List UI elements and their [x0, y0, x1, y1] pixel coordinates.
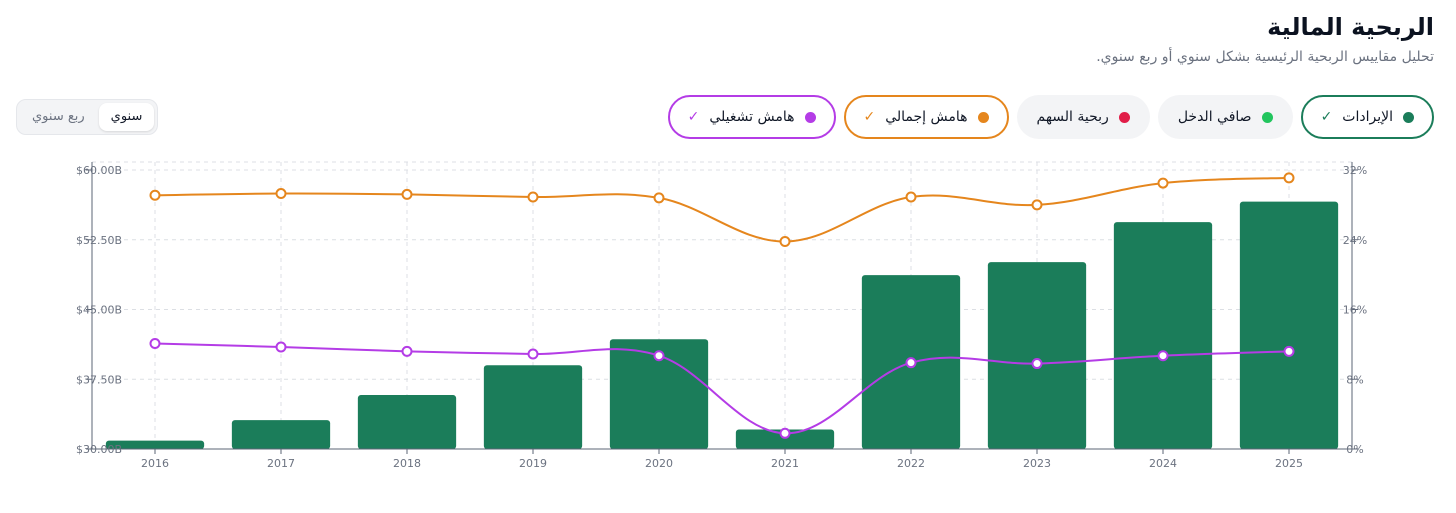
y-left-tick-label: $52.50B — [76, 234, 122, 247]
point-gross-margin-2017 — [275, 188, 287, 200]
legend-chip-operating-margin[interactable]: هامش تشغيلي ✓ — [667, 95, 836, 139]
header: الربحية المالية تحليل مقاييس الربحية الر… — [1096, 10, 1434, 68]
x-tick-label: 2021 — [771, 457, 799, 470]
bar-revenue-2017 — [231, 420, 331, 449]
x-tick-label: 2023 — [1023, 457, 1051, 470]
point-operating-margin-2024 — [1157, 350, 1169, 362]
y-left-tick-label: $45.00B — [76, 304, 122, 317]
period-toggle: سنوي ربع سنوي — [16, 99, 159, 135]
point-gross-margin-2022 — [905, 191, 917, 203]
legend-chip-label: ربحية السهم — [1036, 109, 1109, 125]
legend-dot-icon — [977, 111, 989, 123]
legend-dot-icon — [1403, 111, 1414, 123]
page-title: الربحية المالية — [1267, 13, 1434, 41]
point-operating-margin-2021 — [779, 427, 791, 439]
legend-chip-gross-margin[interactable]: هامش إجمالي ✓ — [843, 95, 1009, 139]
point-gross-margin-2025 — [1283, 172, 1295, 184]
page-subtitle: تحليل مقاييس الربحية الرئيسية بشكل سنوي … — [1096, 49, 1434, 65]
legend-chip-label: الإيرادات — [1342, 109, 1393, 125]
bar-revenue-2025 — [1239, 201, 1339, 449]
y-left-tick-label: $37.50B — [76, 373, 122, 386]
x-tick-label: 2022 — [897, 457, 925, 470]
point-operating-margin-2020 — [653, 350, 665, 362]
point-gross-margin-2024 — [1157, 177, 1169, 189]
x-tick-label: 2025 — [1275, 457, 1303, 470]
bar-revenue-2023 — [987, 262, 1087, 449]
check-icon: ✓ — [1320, 109, 1333, 125]
legend-chip-revenue[interactable]: الإيرادات ✓ — [1300, 95, 1434, 139]
point-operating-margin-2023 — [1031, 358, 1043, 370]
point-gross-margin-2018 — [401, 188, 413, 200]
y-right-tick-label: 16% — [1343, 304, 1367, 317]
legend-chip-net-income[interactable]: صافي الدخل — [1157, 95, 1293, 139]
x-tick-label: 2016 — [141, 457, 169, 470]
point-operating-margin-2016 — [149, 338, 161, 350]
y-right-tick-label: 8% — [1346, 373, 1363, 386]
y-right-tick-label: 0% — [1346, 443, 1363, 456]
point-gross-margin-2019 — [527, 191, 539, 203]
point-gross-margin-2016 — [149, 189, 161, 201]
y-left-tick-label: $30.00B — [76, 443, 122, 456]
bar-revenue-2024 — [1113, 222, 1213, 449]
legend-chip-label: هامش تشغيلي — [709, 109, 795, 125]
bar-revenue-2021 — [735, 429, 835, 449]
point-operating-margin-2019 — [527, 348, 539, 360]
toggle-annual-button[interactable]: سنوي — [98, 103, 155, 131]
point-operating-margin-2017 — [275, 341, 287, 353]
x-tick-label: 2018 — [393, 457, 421, 470]
bar-revenue-2018 — [357, 395, 457, 449]
bar-revenue-2019 — [483, 365, 583, 449]
x-tick-label: 2024 — [1149, 457, 1177, 470]
check-icon: ✓ — [863, 109, 876, 125]
y-left-tick-label: $60.00B — [76, 164, 122, 177]
point-operating-margin-2018 — [401, 345, 413, 357]
point-gross-margin-2021 — [779, 235, 791, 247]
bar-revenue-2016 — [105, 440, 205, 449]
series-legend: الإيرادات ✓ صافي الدخل ربحية السهم هامش إجما… — [667, 95, 1434, 139]
x-tick-label: 2019 — [519, 457, 547, 470]
point-operating-margin-2025 — [1283, 345, 1295, 357]
line-gross-margin — [154, 176, 1290, 243]
point-gross-margin-2020 — [653, 192, 665, 204]
check-icon: ✓ — [687, 109, 700, 125]
x-tick-label: 2017 — [267, 457, 295, 470]
y-right-tick-label: 24% — [1343, 234, 1367, 247]
legend-chip-label: هامش إجمالي — [885, 109, 968, 125]
legend-dot-icon — [1118, 111, 1130, 123]
bar-revenue-2020 — [609, 339, 709, 449]
legend-chip-eps[interactable]: ربحية السهم — [1016, 95, 1150, 139]
point-operating-margin-2022 — [905, 357, 917, 369]
line-operating-margin — [154, 342, 1290, 435]
legend-chip-label: صافي الدخل — [1177, 109, 1252, 125]
point-gross-margin-2023 — [1031, 199, 1043, 211]
toggle-quarterly-button[interactable]: ربع سنوي — [32, 109, 85, 124]
x-tick-label: 2020 — [645, 457, 673, 470]
y-right-tick-label: 32% — [1343, 164, 1367, 177]
legend-dot-icon — [1261, 111, 1273, 123]
legend-dot-icon — [804, 111, 816, 123]
